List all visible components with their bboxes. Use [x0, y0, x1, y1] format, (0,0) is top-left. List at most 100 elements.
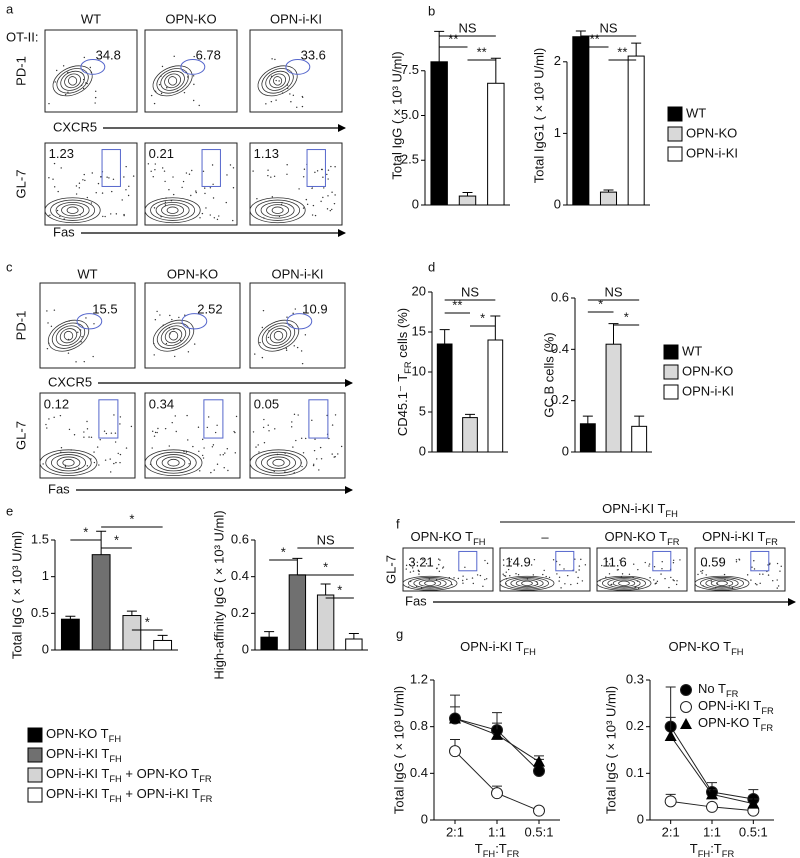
- event-dot: [577, 576, 579, 579]
- legend-label: OPN-KO TFR: [698, 715, 773, 733]
- event-dot: [67, 338, 70, 341]
- event-dot: [63, 218, 65, 220]
- event-dot: [68, 320, 70, 322]
- event-dot: [312, 204, 315, 207]
- event-dot: [114, 432, 117, 434]
- event-dot: [746, 574, 749, 576]
- event-dot: [304, 334, 307, 336]
- event-dot: [187, 76, 189, 78]
- event-dot: [637, 587, 640, 590]
- event-dot: [576, 582, 579, 585]
- text-part: OPN-i-KI T: [702, 529, 765, 544]
- event-dot: [204, 192, 206, 195]
- error-bar: [157, 634, 168, 641]
- event-dot: [331, 424, 334, 426]
- event-dot: [323, 187, 325, 189]
- event-dot: [405, 564, 408, 567]
- y-axis-label: GL-7: [383, 555, 398, 584]
- plot-frame: [402, 547, 494, 592]
- text-part: T: [690, 841, 698, 856]
- legend-label: OPN-i-KI TFR: [698, 698, 774, 716]
- event-dot: [284, 471, 286, 473]
- event-dot: [653, 565, 656, 568]
- event-dot: [105, 432, 108, 435]
- event-dot: [466, 578, 468, 581]
- event-dot: [267, 336, 270, 339]
- event-dot: [156, 431, 158, 434]
- gate-percent: 1.23: [49, 146, 74, 161]
- y-axis-label: Total IgG ( × 10³ U/ml): [9, 531, 24, 659]
- event-dot: [169, 333, 171, 335]
- gate: [180, 59, 206, 75]
- event-dot: [448, 576, 451, 579]
- event-dot: [608, 563, 611, 565]
- event-dot: [316, 458, 318, 460]
- error-bar: [292, 557, 303, 575]
- event-dot: [70, 449, 72, 451]
- bar: [430, 61, 448, 206]
- gate-percent: 3.21: [408, 554, 433, 569]
- legend-marker: [680, 684, 692, 696]
- bar: [122, 615, 142, 651]
- event-dot: [53, 186, 56, 188]
- event-dot: [728, 585, 730, 587]
- legend-label: OPN-KO: [682, 363, 733, 378]
- event-dot: [93, 461, 96, 464]
- legend-swatch: [667, 126, 683, 142]
- event-dot: [313, 449, 316, 452]
- event-dot: [660, 573, 662, 575]
- event-dot: [517, 574, 520, 576]
- event-dot: [169, 314, 171, 317]
- event-dot: [75, 185, 78, 187]
- event-dot: [759, 582, 761, 585]
- gate: [98, 399, 119, 439]
- bar: [316, 594, 335, 651]
- contour-plot: [694, 558, 782, 591]
- y-tick-label: 0.2: [551, 392, 569, 407]
- significance-label: *: [83, 524, 88, 539]
- event-dot: [326, 173, 328, 176]
- event-dot: [620, 576, 623, 578]
- event-dot: [710, 580, 712, 582]
- event-dot: [735, 561, 738, 563]
- event-dot: [267, 169, 269, 171]
- event-dot: [705, 574, 707, 576]
- event-dot: [123, 214, 125, 217]
- event-dot: [67, 352, 70, 354]
- event-dot: [86, 82, 88, 85]
- text-part: OPN-i-KI T: [46, 746, 109, 761]
- chart-title: OPN-i-KI TFH: [460, 639, 536, 657]
- event-dot: [564, 583, 566, 585]
- event-dot: [724, 578, 726, 580]
- event-dot: [123, 176, 125, 178]
- contour-plot: [249, 163, 336, 224]
- event-dot: [753, 568, 756, 570]
- legend-swatch: [667, 146, 683, 162]
- event-dot: [78, 467, 80, 469]
- event-dot: [505, 571, 507, 573]
- event-dot: [115, 213, 118, 215]
- event-dot: [670, 576, 672, 579]
- event-dot: [303, 311, 305, 314]
- legend-label: OPN-i-KI TFH: [46, 746, 122, 764]
- contour: [164, 73, 182, 89]
- event-dot: [109, 458, 111, 460]
- event-dot: [184, 314, 186, 316]
- panel-letter: f: [396, 516, 400, 531]
- event-dot: [293, 413, 296, 416]
- event-dot: [776, 579, 778, 581]
- subscript: FH: [109, 754, 121, 764]
- event-dot: [86, 465, 89, 467]
- contour: [44, 197, 101, 224]
- contour: [68, 76, 78, 86]
- subscript: FR: [722, 849, 735, 858]
- event-dot: [82, 78, 85, 81]
- legend-swatch: [27, 787, 43, 803]
- y-axis-label: PD-1: [13, 311, 28, 341]
- event-dot: [543, 569, 545, 572]
- event-dot: [112, 178, 115, 181]
- event-dot: [510, 558, 513, 561]
- y-tick-label: 1: [554, 125, 561, 140]
- event-dot: [779, 570, 781, 572]
- event-dot: [178, 316, 180, 319]
